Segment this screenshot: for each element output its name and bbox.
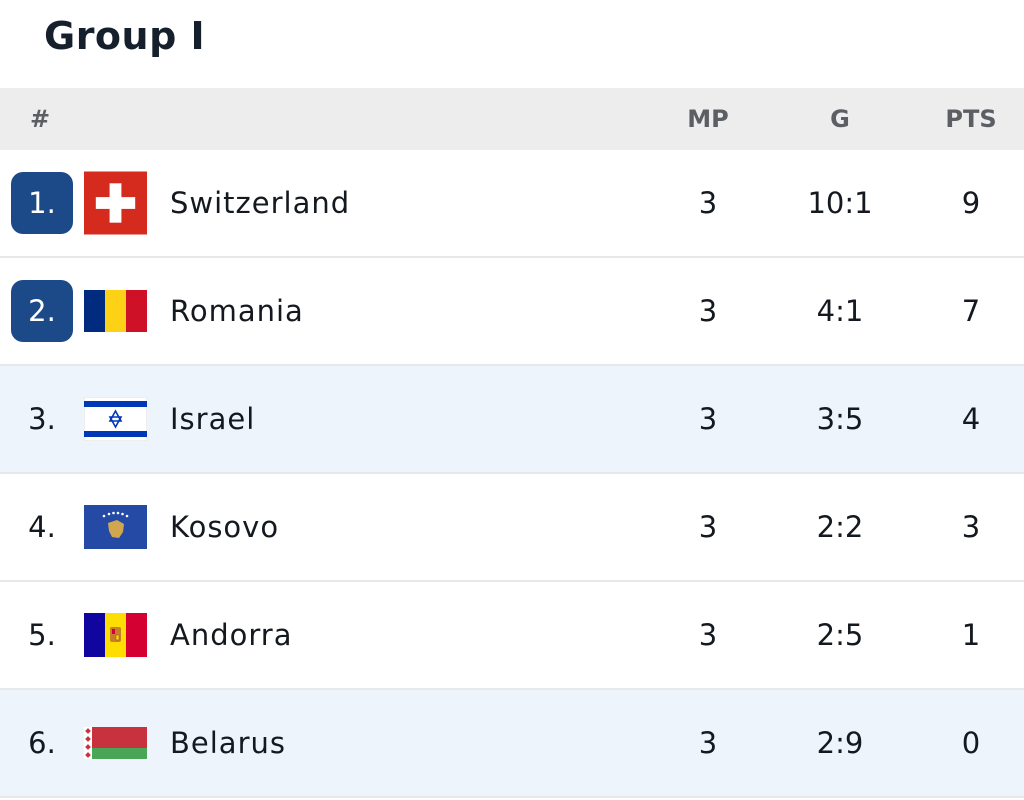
flag xyxy=(84,397,147,441)
rank-cell: 6. xyxy=(28,726,56,760)
table-row[interactable]: 3. Israel 3 3:5 4 xyxy=(0,366,1024,474)
mp-cell: 3 xyxy=(698,618,718,652)
mp-cell: 3 xyxy=(698,402,718,436)
team-name[interactable]: Kosovo xyxy=(170,510,280,544)
team-name[interactable]: Andorra xyxy=(170,618,293,652)
mp-cell: 3 xyxy=(698,726,718,760)
group-title: Group I xyxy=(44,14,206,58)
table-row[interactable]: 2. Romania 3 4:1 7 xyxy=(0,258,1024,366)
table-header: # MP G PTS xyxy=(0,88,1024,150)
mp-cell: 3 xyxy=(698,294,718,328)
mp-cell: 3 xyxy=(698,186,718,220)
flag xyxy=(84,290,147,332)
team-name[interactable]: Romania xyxy=(170,294,304,328)
rank-badge: 2. xyxy=(11,280,73,342)
pts-cell: 1 xyxy=(961,618,981,652)
goals-cell: 2:9 xyxy=(816,726,864,760)
flag xyxy=(84,171,147,235)
pts-cell: 9 xyxy=(961,186,981,220)
rank-badge: 1. xyxy=(11,172,73,234)
rank-cell: 2. xyxy=(11,258,73,364)
rank-cell: 5. xyxy=(28,618,56,652)
goals-cell: 3:5 xyxy=(816,402,864,436)
mp-cell: 3 xyxy=(698,510,718,544)
pts-cell: 7 xyxy=(961,294,981,328)
rank-cell: 3. xyxy=(28,402,56,436)
pts-cell: 0 xyxy=(961,726,981,760)
flag xyxy=(84,613,147,657)
team-name[interactable]: Belarus xyxy=(170,726,286,760)
table-row[interactable]: 6. Belarus 3 2:9 0 xyxy=(0,690,1024,798)
header-cell[interactable]: PTS xyxy=(945,105,997,133)
header-cell[interactable]: MP xyxy=(687,105,729,133)
header-cell[interactable]: G xyxy=(830,105,850,133)
table-row[interactable]: 5. Andorra 3 2:5 1 xyxy=(0,582,1024,690)
goals-cell: 4:1 xyxy=(816,294,864,328)
goals-cell: 2:2 xyxy=(816,510,864,544)
rank-cell: 1. xyxy=(11,150,73,256)
pts-cell: 4 xyxy=(961,402,981,436)
goals-cell: 2:5 xyxy=(816,618,864,652)
table-row[interactable]: 4. Kosovo 3 2:2 3 xyxy=(0,474,1024,582)
team-name[interactable]: Switzerland xyxy=(170,186,351,220)
team-name[interactable]: Israel xyxy=(170,402,256,436)
flag xyxy=(84,505,147,549)
flag xyxy=(84,727,147,759)
goals-cell: 10:1 xyxy=(807,186,873,220)
header-cell[interactable]: # xyxy=(29,105,51,133)
pts-cell: 3 xyxy=(961,510,981,544)
rank-cell: 4. xyxy=(28,510,56,544)
table-row[interactable]: 1. Switzerland 3 10:1 9 xyxy=(0,150,1024,258)
